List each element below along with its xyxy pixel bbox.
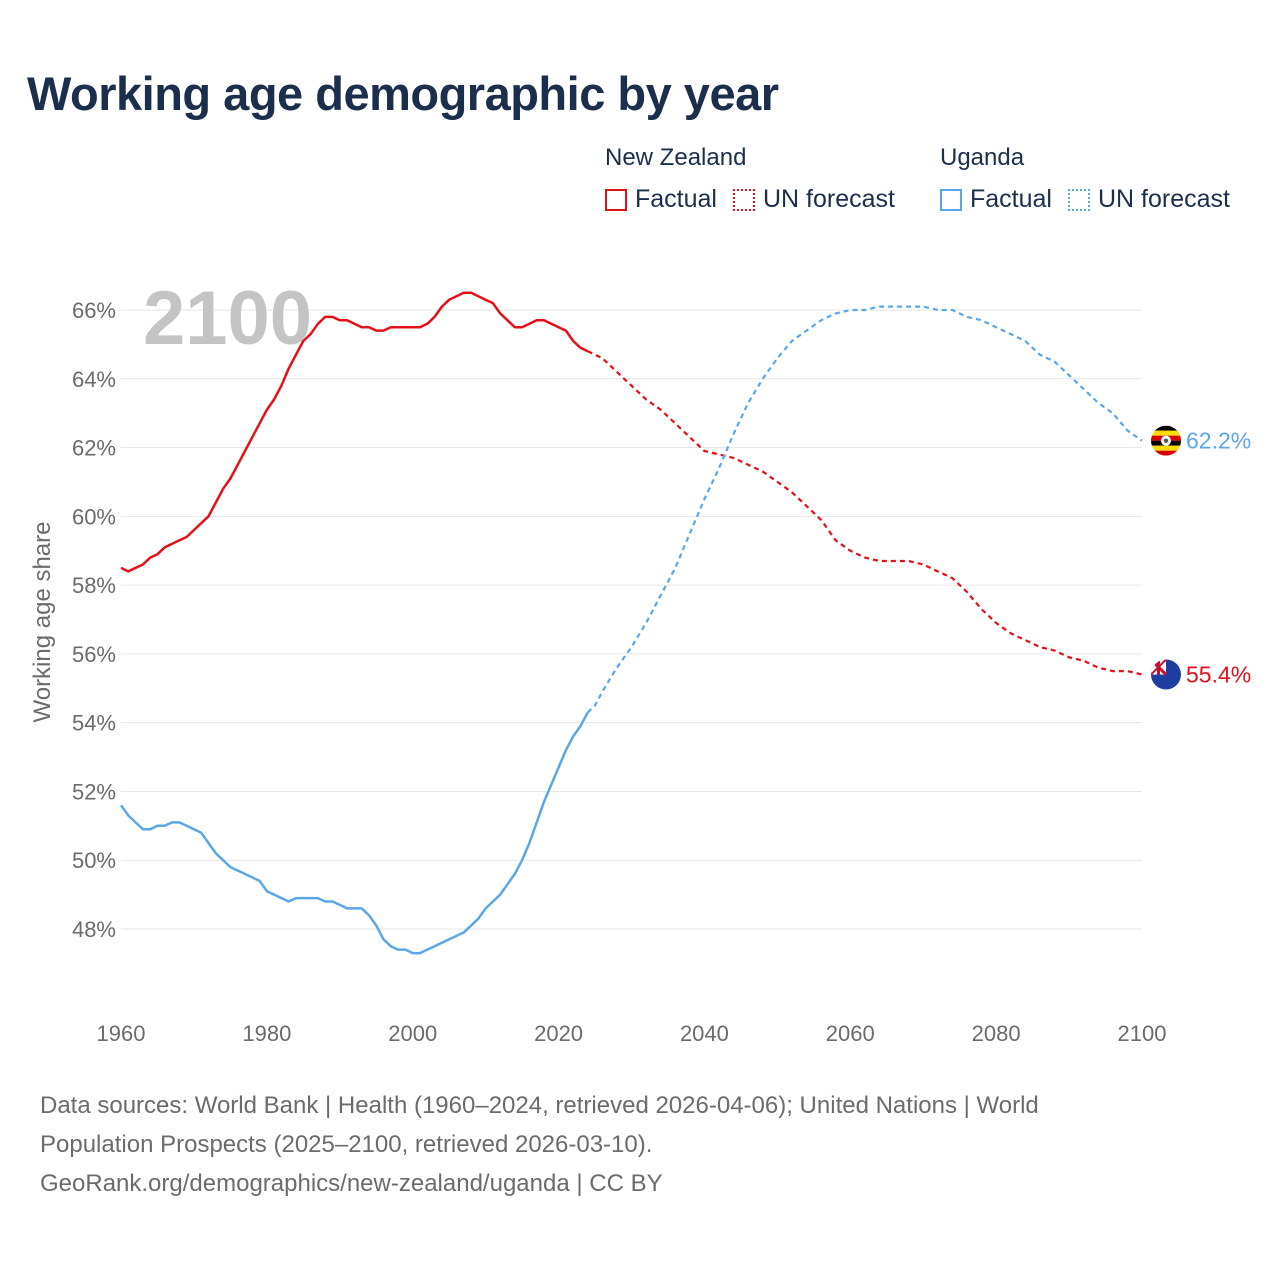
footer-credit-link[interactable]: GeoRank.org/demographics/new-zealand/uga… [40,1170,663,1197]
x-tick-label: 2040 [680,1021,729,1046]
footer-sources-line2: Population Prospects (2025–2100, retriev… [40,1131,653,1158]
y-tick-label: 60% [72,504,116,529]
end-value-label: 62.2% [1186,428,1251,454]
x-tick-label: 1980 [242,1021,291,1046]
x-tick-label: 2080 [972,1021,1021,1046]
x-tick-label: 2020 [534,1021,583,1046]
grid-layer [121,309,1142,930]
legend-item-nz-factual[interactable]: Factual [605,185,717,214]
legend-label: Factual [635,185,717,213]
x-tick-label: 1960 [97,1021,146,1046]
y-tick-label: 54% [72,711,116,736]
footer: Data sources: World Bank | Health (1960–… [40,1086,1160,1203]
legend-label: UN forecast [762,185,895,213]
y-axis-label: Working age share [29,522,56,723]
new-zealand-flag-icon [1151,659,1181,690]
y-tick-label: 50% [72,848,116,873]
x-tick-label: 2000 [388,1021,437,1046]
legend-group-name: New Zealand [605,144,747,171]
legend-group-new-zealand: New Zealand Factual UN forecast [605,144,911,214]
legend-label: Factual [970,185,1052,213]
axis-layer: 48% 50% 52% 54% 56% 58% 60% 62% 64% 66% 1960 1980 20… [72,298,1167,1046]
legend-group-uganda: Uganda Factual UN forecast [940,144,1246,214]
y-tick-label: 56% [72,642,116,667]
x-tick-label: 2100 [1118,1021,1167,1046]
dotted-swatch-icon [732,188,755,211]
solid-swatch-icon [605,188,627,211]
uganda-factual-line[interactable] [119,711,589,955]
series-layer [119,291,1143,955]
y-tick-label: 58% [72,573,116,598]
y-tick-label: 48% [72,917,116,942]
new-zealand-factual-line[interactable] [120,291,589,573]
y-tick-label: 52% [72,779,116,804]
solid-swatch-icon [940,188,962,211]
current-year-label: 2100 [143,276,312,361]
y-tick-label: 64% [72,367,116,392]
legend-item-nz-forecast[interactable]: UN forecast [732,185,895,214]
end-value-label: 55.4% [1186,662,1251,688]
line-chart: 2100 Working age share 48% 50% 52% 54% 56% 58… [29,276,1251,1046]
uganda-forecast-line[interactable] [586,305,1143,714]
chart-title: Working age demographic by year [27,67,779,120]
legend-item-ug-factual[interactable]: Factual [940,185,1052,214]
legend-label: UN forecast [1097,185,1230,213]
y-tick-label: 66% [72,298,116,323]
end-marker-layer: 55.4% 62.2% [1151,425,1251,690]
footer-sources-line1: Data sources: World Bank | Health (1960–… [40,1092,1039,1119]
y-tick-label: 62% [72,436,116,461]
legend-group-name: Uganda [940,144,1025,171]
new-zealand-forecast-line[interactable] [587,350,1143,676]
dotted-swatch-icon [1067,188,1090,211]
legend-item-ug-forecast[interactable]: UN forecast [1067,185,1230,214]
x-tick-label: 2060 [826,1021,875,1046]
uganda-flag-icon [1151,425,1181,456]
